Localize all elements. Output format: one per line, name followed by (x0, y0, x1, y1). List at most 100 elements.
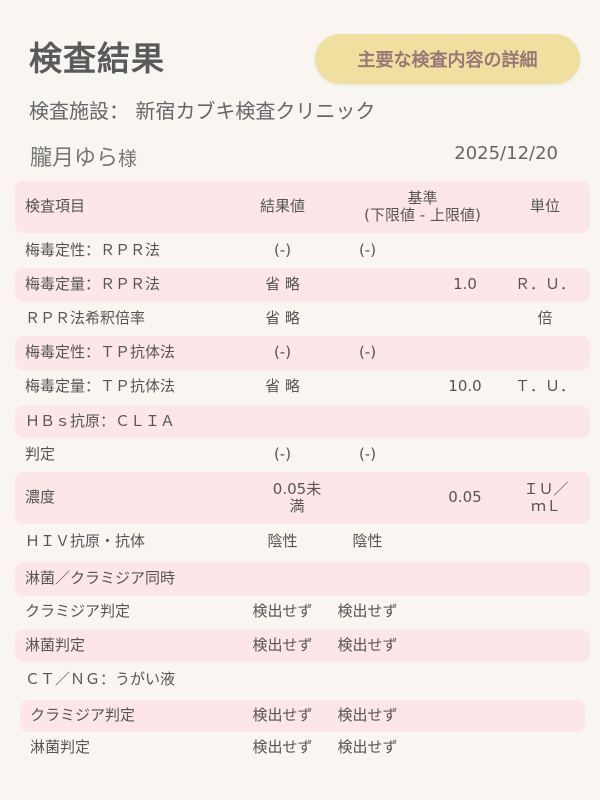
row-upper-limit: 0.05 (448, 488, 482, 507)
row-item-name: 梅毒定量：ＴＰ抗体法 (25, 377, 176, 396)
row-item-name: ＣＴ／ＮＧ：うがい液 (25, 670, 176, 689)
facility-label: 検査施設： (29, 99, 129, 123)
row-upper-limit: 1.0 (453, 275, 477, 294)
table-header: 検査項目 結果値 基準 (下限値 - 上限値) 単位 (15, 181, 590, 233)
row-unit: Ｒ．Ｕ． (514, 275, 575, 294)
row-item-name: 梅毒定性：ＴＰ抗体法 (25, 343, 176, 362)
row-upper-limit (425, 438, 505, 472)
row-unit (510, 732, 580, 764)
row-upper-limit (425, 630, 505, 662)
row-unit (510, 336, 580, 370)
table-row: 淋菌／クラミジア同時 (15, 562, 590, 596)
row-unit (510, 630, 580, 662)
row-result (240, 562, 325, 596)
row-item-name: 判定 (25, 445, 56, 464)
patient-name: 朧月ゆら (30, 146, 119, 171)
row-item-name: ＨＢｓ抗原：ＣＬＩＡ (25, 412, 176, 431)
row-result: 省 略 (265, 275, 300, 294)
detail-button[interactable]: 主要な検査内容の詳細 (315, 34, 580, 84)
row-result: 検出せず (252, 636, 313, 655)
row-unit (510, 562, 580, 596)
table-row: 梅毒定性：ＴＰ抗体法 (-) (-) (15, 336, 590, 370)
row-item-name: ＨＩＶ抗原・抗体 (25, 532, 146, 551)
exam-date: 2025/12/20 (454, 143, 558, 164)
row-result: (-) (273, 445, 292, 464)
row-upper-limit (425, 664, 505, 696)
row-item-name: 淋菌判定 (25, 636, 86, 655)
row-result: 検出せず (252, 602, 313, 621)
header-standard-sub: (下限値 - 上限値) (364, 206, 481, 224)
row-lower-limit (335, 406, 400, 438)
table-row: ＣＴ／ＮＧ：うがい液 (15, 664, 590, 696)
header-standard: 基準 (下限値 - 上限値) (335, 181, 510, 233)
patient-suffix: 様 (118, 148, 138, 170)
row-item-name: クラミジア判定 (30, 706, 136, 725)
row-upper-limit (425, 336, 505, 370)
table-row: ＲＰＲ法希釈倍率 省 略 倍 (15, 302, 590, 336)
row-lower-limit (335, 302, 400, 336)
row-result: (-) (273, 343, 292, 362)
row-unit: 倍 (537, 309, 553, 328)
row-unit (510, 664, 580, 696)
row-unit: Ｔ．Ｕ． (514, 377, 575, 396)
row-upper-limit (425, 700, 505, 732)
row-item-name: ＲＰＲ法希釈倍率 (25, 309, 146, 328)
row-unit (510, 700, 580, 732)
row-item-name: 淋菌／クラミジア同時 (25, 569, 176, 588)
row-item-name: クラミジア判定 (25, 602, 131, 621)
table-row: 判定 (-) (-) (15, 438, 590, 472)
table-row: ＨＩＶ抗原・抗体 陰性 陰性 (15, 524, 590, 560)
row-lower-limit: (-) (358, 241, 377, 260)
row-unit (510, 438, 580, 472)
row-upper-limit (425, 236, 505, 266)
patient: 朧月ゆら様 (30, 140, 137, 172)
row-unit (510, 406, 580, 438)
row-upper-limit (425, 732, 505, 764)
facility: 検査施設： 新宿カブキ検査クリニック (29, 95, 375, 124)
row-item-name: 濃度 (25, 488, 56, 507)
bottom-area (0, 766, 600, 800)
row-lower-limit (335, 472, 400, 524)
row-result: 検出せず (252, 738, 313, 757)
table-row: 梅毒定量：ＴＰ抗体法 省 略 10.0 Ｔ．Ｕ． (15, 370, 590, 404)
row-lower-limit: (-) (358, 343, 377, 362)
row-result (240, 664, 325, 696)
row-item-name: 淋菌判定 (30, 738, 91, 757)
header-result: 結果値 (259, 197, 305, 216)
table-row: クラミジア判定 検出せず 検出せず (15, 596, 590, 628)
header-unit: 単位 (529, 197, 560, 216)
row-lower-limit: 検出せず (337, 602, 398, 621)
row-result: 省 略 (265, 377, 300, 396)
row-result (240, 406, 325, 438)
row-upper-limit (425, 596, 505, 628)
table-row: 濃度 0.05未満 0.05 ＩＵ／ｍＬ (15, 472, 590, 524)
row-unit: ＩＵ／ｍＬ (523, 479, 569, 515)
row-lower-limit (335, 268, 400, 302)
table-row: 淋菌判定 検出せず 検出せず (15, 630, 590, 662)
row-upper-limit (425, 406, 505, 438)
row-result: 省 略 (265, 309, 300, 328)
row-upper-limit (425, 562, 505, 596)
row-result: 陰性 (267, 532, 298, 551)
table-row: 梅毒定量：ＲＰＲ法 省 略 1.0 Ｒ．Ｕ． (15, 268, 590, 302)
header-standard-label: 基準 (407, 188, 438, 207)
table-row: 梅毒定性：ＲＰＲ法 (-) (-) (15, 236, 590, 266)
row-unit (510, 524, 580, 560)
row-lower-limit (335, 562, 400, 596)
table-row: ＨＢｓ抗原：ＣＬＩＡ (15, 406, 590, 438)
facility-name: 新宿カブキ検査クリニック (135, 99, 376, 123)
row-lower-limit: 検出せず (337, 738, 398, 757)
row-lower-limit: (-) (358, 445, 377, 464)
row-lower-limit: 検出せず (337, 636, 398, 655)
row-upper-limit (425, 524, 505, 560)
row-lower-limit: 陰性 (352, 532, 383, 551)
row-item-name: 梅毒定性：ＲＰＲ法 (25, 241, 161, 260)
row-lower-limit (335, 664, 400, 696)
row-unit (510, 236, 580, 266)
row-unit (510, 596, 580, 628)
row-upper-limit (425, 302, 505, 336)
row-result: 0.05未満 (272, 479, 322, 515)
row-item-name: 梅毒定量：ＲＰＲ法 (25, 275, 161, 294)
table-row: 淋菌判定 検出せず 検出せず (20, 732, 585, 764)
